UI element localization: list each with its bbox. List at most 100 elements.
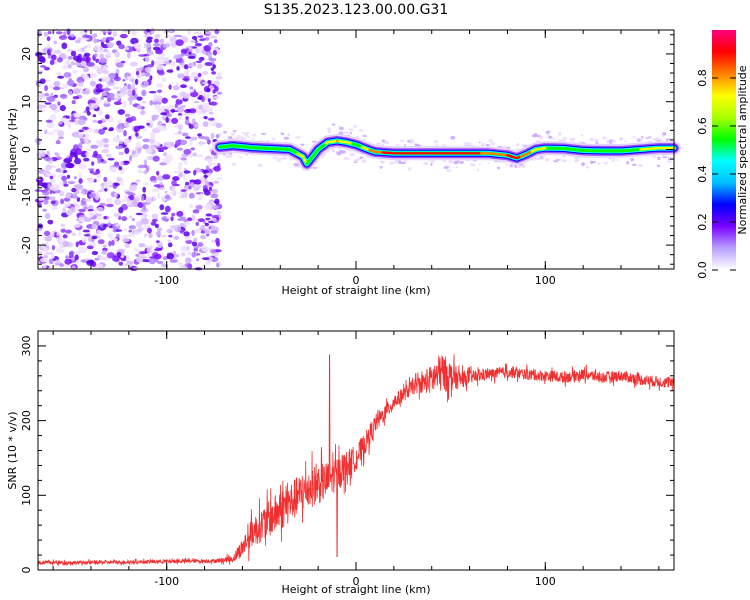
noise-speckle (478, 141, 481, 144)
noise-speckle (123, 123, 130, 128)
noise-speckle (208, 42, 213, 47)
y-tick-label: 0 (20, 146, 33, 153)
noise-speckle (148, 257, 156, 265)
noise-speckle (70, 50, 77, 57)
noise-speckle (54, 72, 62, 75)
noise-speckle (295, 136, 301, 139)
noise-speckle (198, 90, 204, 94)
noise-speckle (189, 203, 193, 209)
noise-speckle (65, 162, 74, 169)
noise-speckle (175, 39, 184, 46)
noise-speckle (123, 227, 128, 232)
noise-speckle (171, 117, 179, 124)
noise-speckle (134, 78, 139, 85)
noise-speckle (162, 43, 171, 48)
noise-speckle (67, 64, 72, 69)
noise-speckle (63, 180, 67, 185)
noise-speckle (97, 239, 105, 245)
noise-speckle (189, 39, 196, 44)
noise-speckle (54, 183, 60, 190)
noise-speckle (38, 93, 46, 98)
colorbar: 0.0 0.2 0.4 0.6 0.8 Normalized spectral ampl… (696, 30, 749, 279)
noise-speckle (135, 141, 141, 149)
noise-speckle (102, 69, 109, 75)
noise-speckle (192, 209, 200, 214)
noise-speckle (146, 155, 154, 160)
noise-speckle (66, 28, 71, 35)
noise-speckle (335, 151, 340, 154)
frequency-ridge (212, 133, 681, 171)
noise-speckle (160, 146, 168, 150)
noise-speckle (209, 35, 217, 39)
noise-speckle (96, 83, 103, 90)
noise-speckle (47, 183, 51, 188)
noise-speckle (71, 115, 75, 122)
noise-speckle (142, 138, 150, 143)
noise-speckle (195, 47, 199, 54)
noise-speckle (430, 162, 433, 167)
noise-speckle (158, 70, 165, 76)
noise-speckle (37, 182, 46, 186)
noise-speckle (162, 174, 171, 180)
noise-speckle (59, 263, 64, 267)
noise-speckle (101, 148, 110, 154)
noise-speckle (137, 147, 142, 154)
noise-speckle (57, 57, 63, 63)
noise-speckle (109, 184, 113, 188)
noise-speckle (179, 195, 188, 199)
noise-speckle (178, 191, 185, 195)
noise-speckle (104, 188, 108, 192)
noise-speckle (96, 207, 104, 211)
noise-speckle (146, 36, 153, 40)
noise-speckle (180, 189, 187, 192)
noise-speckle (149, 100, 154, 106)
noise-speckle (197, 136, 207, 139)
noise-speckle (195, 204, 203, 210)
noise-speckle (448, 159, 454, 164)
noise-speckle (172, 170, 181, 174)
noise-speckle (112, 136, 121, 143)
noise-speckle (487, 162, 490, 164)
noise-speckle (65, 255, 69, 259)
noise-speckle (58, 238, 66, 243)
noise-speckle (107, 232, 114, 239)
noise-speckle (203, 37, 206, 41)
noise-speckle (161, 77, 167, 83)
noise-speckle (83, 206, 88, 210)
noise-speckle (196, 104, 200, 111)
noise-speckle (73, 184, 83, 189)
noise-speckle (191, 241, 198, 247)
noise-speckle (77, 119, 86, 126)
noise-speckle (173, 34, 182, 38)
noise-speckle (62, 83, 69, 89)
noise-speckle (209, 249, 217, 254)
noise-speckle (215, 122, 223, 129)
snr-series-line (37, 354, 675, 566)
noise-speckle (169, 185, 176, 192)
noise-speckle (594, 138, 599, 143)
noise-speckle (91, 223, 98, 230)
colorbar-ticks: 0.0 0.2 0.4 0.6 0.8 (696, 69, 736, 279)
noise-speckle (179, 216, 187, 219)
noise-speckle (201, 112, 206, 115)
noise-speckle (86, 259, 95, 266)
noise-speckle (166, 253, 175, 260)
noise-speckle (135, 179, 141, 183)
noise-speckle (130, 85, 134, 90)
noise-speckle (181, 93, 191, 99)
noise-speckle (230, 132, 235, 136)
noise-speckle (55, 31, 63, 35)
noise-speckle (188, 192, 195, 199)
noise-speckle (107, 81, 112, 86)
noise-speckle (123, 139, 129, 146)
noise-speckle (115, 62, 124, 68)
noise-speckle (201, 96, 206, 103)
noise-speckle (203, 116, 208, 120)
noise-speckle (109, 166, 117, 172)
noise-speckle (87, 177, 95, 183)
noise-speckle (102, 244, 107, 248)
noise-speckle (95, 263, 104, 270)
noise-speckle (591, 161, 596, 164)
noise-speckle (197, 241, 203, 247)
noise-speckle (117, 123, 125, 130)
